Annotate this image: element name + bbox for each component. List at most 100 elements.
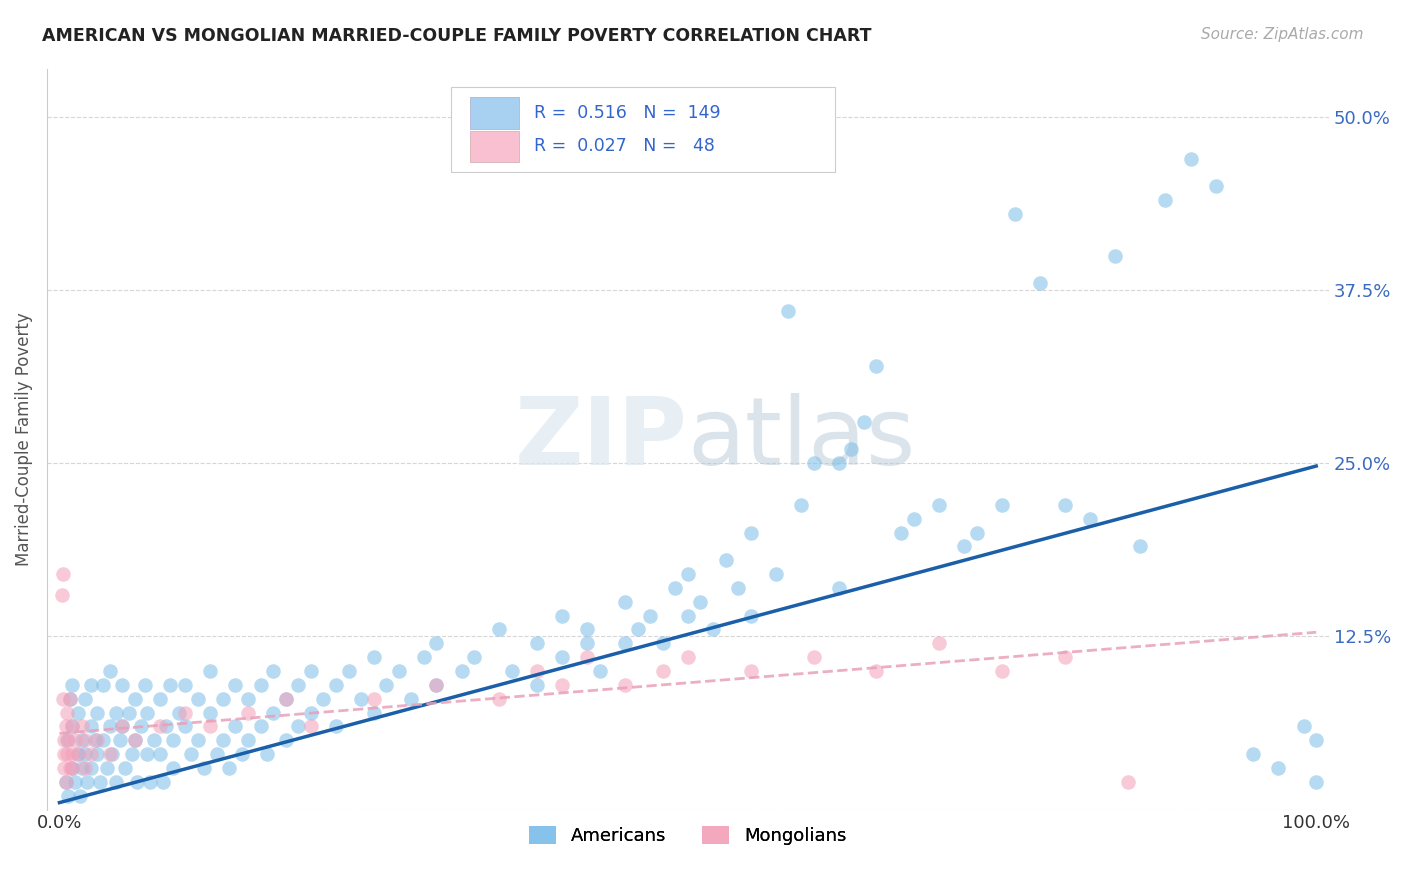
- Point: [89, 774, 111, 789]
- Point: [167, 706, 190, 720]
- Point: [991, 498, 1014, 512]
- Point: [55, 719, 77, 733]
- Point: [149, 691, 172, 706]
- Point: [55, 774, 77, 789]
- Point: [174, 678, 197, 692]
- Point: [865, 664, 887, 678]
- Text: Source: ZipAtlas.com: Source: ZipAtlas.com: [1201, 27, 1364, 42]
- Point: [56, 706, 79, 720]
- Point: [111, 719, 134, 733]
- Point: [740, 664, 762, 678]
- Point: [463, 650, 485, 665]
- Point: [1053, 650, 1076, 665]
- Point: [350, 691, 373, 706]
- Point: [765, 567, 787, 582]
- Point: [337, 664, 360, 678]
- Point: [256, 747, 278, 761]
- Point: [638, 608, 661, 623]
- Point: [211, 733, 233, 747]
- Point: [778, 304, 800, 318]
- Point: [155, 719, 177, 733]
- Point: [60, 678, 83, 692]
- Point: [73, 733, 96, 747]
- Point: [200, 664, 222, 678]
- Point: [501, 664, 523, 678]
- Point: [53, 761, 76, 775]
- Point: [60, 747, 83, 761]
- Point: [70, 719, 93, 733]
- Point: [134, 678, 156, 692]
- Point: [236, 691, 259, 706]
- Point: [803, 650, 825, 665]
- Point: [108, 733, 131, 747]
- Point: [149, 719, 172, 733]
- Point: [651, 664, 673, 678]
- Point: [56, 733, 79, 747]
- Y-axis label: Married-Couple Family Poverty: Married-Couple Family Poverty: [15, 312, 32, 566]
- Point: [187, 691, 209, 706]
- Point: [928, 498, 950, 512]
- Point: [80, 719, 103, 733]
- Bar: [470, 131, 519, 161]
- Point: [827, 581, 849, 595]
- Point: [193, 761, 215, 775]
- Point: [1129, 540, 1152, 554]
- Point: [450, 664, 472, 678]
- Point: [1154, 193, 1177, 207]
- Point: [852, 415, 875, 429]
- Point: [51, 588, 73, 602]
- Point: [124, 733, 146, 747]
- Point: [93, 733, 115, 747]
- Point: [827, 456, 849, 470]
- Point: [83, 733, 105, 747]
- Point: [839, 442, 862, 457]
- Text: R =  0.516   N =  149: R = 0.516 N = 149: [534, 104, 721, 122]
- Point: [1104, 248, 1126, 262]
- Point: [664, 581, 686, 595]
- Point: [299, 664, 322, 678]
- Point: [803, 456, 825, 470]
- Point: [287, 719, 309, 733]
- Point: [58, 691, 80, 706]
- Point: [299, 706, 322, 720]
- Point: [363, 691, 385, 706]
- Point: [790, 498, 813, 512]
- Point: [58, 733, 80, 747]
- Point: [676, 608, 699, 623]
- Point: [325, 719, 347, 733]
- Point: [174, 706, 197, 720]
- Point: [114, 761, 136, 775]
- Point: [1305, 733, 1327, 747]
- Point: [67, 747, 90, 761]
- Point: [1205, 179, 1227, 194]
- Point: [60, 761, 83, 775]
- Point: [211, 691, 233, 706]
- Point: [224, 719, 246, 733]
- Point: [249, 719, 271, 733]
- Point: [162, 733, 184, 747]
- Point: [76, 774, 98, 789]
- Point: [149, 747, 172, 761]
- Point: [96, 761, 118, 775]
- Point: [63, 733, 86, 747]
- Point: [236, 733, 259, 747]
- Point: [136, 706, 159, 720]
- Point: [966, 525, 988, 540]
- Bar: [470, 97, 519, 128]
- Point: [105, 706, 128, 720]
- Point: [174, 719, 197, 733]
- Point: [890, 525, 912, 540]
- Point: [1028, 276, 1050, 290]
- Point: [676, 567, 699, 582]
- Point: [60, 719, 83, 733]
- Point: [614, 595, 637, 609]
- Point: [1053, 498, 1076, 512]
- Point: [903, 511, 925, 525]
- Point: [55, 774, 77, 789]
- Point: [127, 774, 149, 789]
- Point: [58, 691, 80, 706]
- Point: [63, 774, 86, 789]
- Point: [121, 747, 143, 761]
- Point: [249, 678, 271, 692]
- Point: [80, 761, 103, 775]
